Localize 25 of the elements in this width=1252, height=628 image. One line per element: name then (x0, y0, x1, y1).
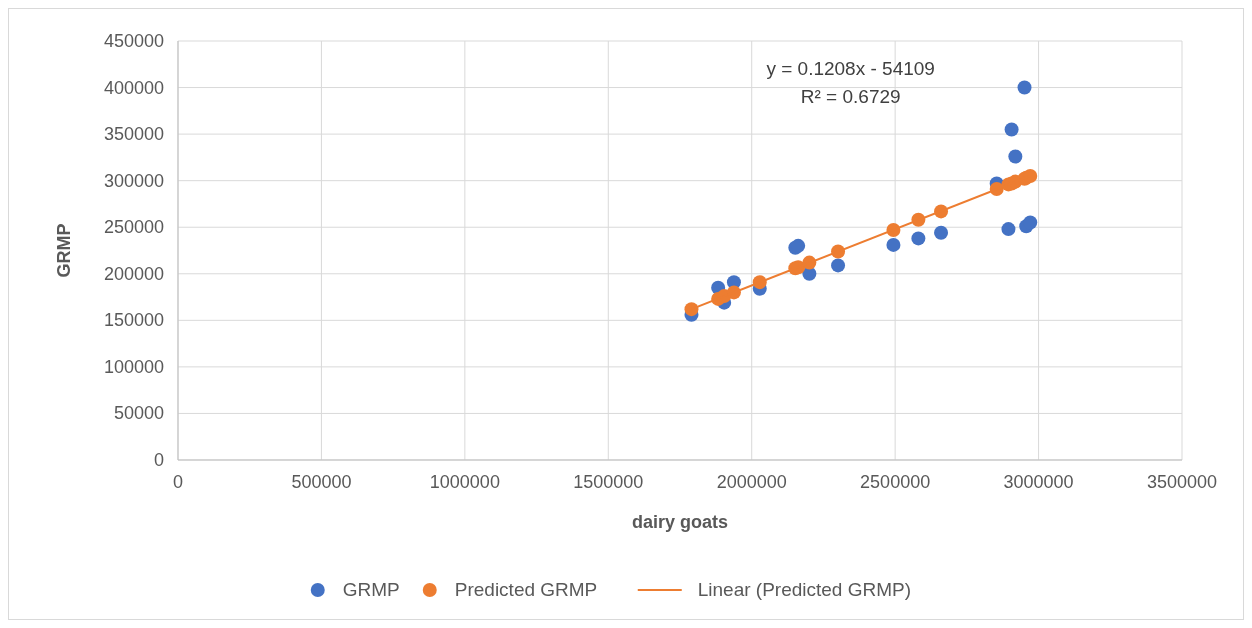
x-tick-label: 500000 (291, 472, 352, 492)
legend-label: Predicted GRMP (454, 579, 598, 600)
y-tick-label: 350000 (103, 124, 164, 145)
x-tick-label: 2500000 (860, 472, 931, 492)
y-tick-label: 150000 (103, 310, 164, 331)
y-tick-label: 50000 (113, 403, 164, 424)
x-tick-label: 3000000 (1003, 472, 1074, 492)
y-tick-label: 400000 (103, 77, 164, 98)
x-tick-label: 3500000 (1146, 472, 1218, 492)
y-tick-label: 250000 (103, 217, 164, 238)
annotation: R² = 0.6729 (800, 86, 901, 107)
x-tick-label: 2000000 (716, 472, 787, 492)
x-axis-title: dairy goats (631, 512, 729, 532)
y-tick-label: 300000 (103, 170, 164, 191)
y-tick-label: 200000 (103, 263, 164, 284)
x-tick-label: 1000000 (429, 472, 500, 492)
y-tick-label: 0 (153, 450, 164, 470)
legend-label: GRMP (342, 579, 400, 600)
annotation: y = 0.1208x - 54109 (766, 58, 935, 79)
legend-label: Linear (Predicted GRMP) (697, 579, 912, 600)
x-tick-label: 1500000 (573, 472, 644, 492)
y-tick-label: 100000 (103, 356, 164, 377)
y-axis-title: GRMP (54, 223, 74, 278)
y-tick-label: 450000 (103, 31, 164, 51)
x-tick-label: 0 (172, 472, 184, 492)
